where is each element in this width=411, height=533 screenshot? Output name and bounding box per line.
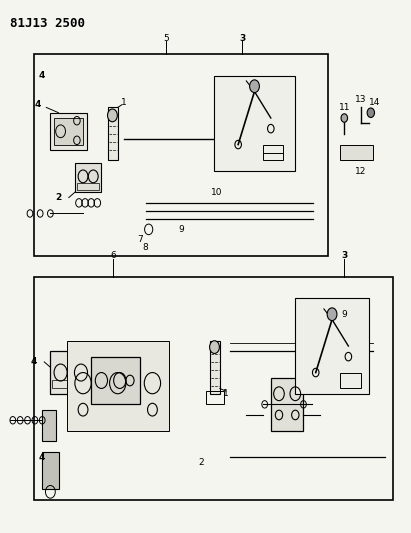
Bar — [75, 163, 102, 192]
Bar — [51, 113, 87, 150]
Text: 5: 5 — [164, 34, 169, 43]
Circle shape — [210, 341, 219, 353]
Text: 7: 7 — [137, 236, 143, 245]
Text: 14: 14 — [369, 98, 381, 107]
Bar — [34, 277, 393, 500]
Circle shape — [367, 108, 374, 117]
Bar — [51, 351, 91, 394]
Bar — [42, 452, 58, 489]
Text: 81J13 2500: 81J13 2500 — [9, 17, 85, 30]
Text: 2: 2 — [55, 193, 62, 202]
Text: 4: 4 — [35, 100, 42, 109]
Text: 10: 10 — [210, 188, 222, 197]
Text: 6: 6 — [110, 252, 116, 261]
Bar — [67, 341, 169, 431]
Text: 1: 1 — [121, 98, 127, 107]
Circle shape — [108, 109, 117, 122]
Text: 2: 2 — [199, 458, 204, 467]
Text: 11: 11 — [339, 103, 350, 112]
Text: 8: 8 — [143, 244, 149, 253]
Text: 9: 9 — [342, 310, 347, 319]
Bar — [206, 391, 224, 405]
Text: 13: 13 — [355, 95, 366, 104]
Bar — [108, 108, 118, 160]
Bar — [42, 410, 56, 441]
Bar — [296, 298, 369, 394]
Bar — [340, 373, 360, 389]
Text: 3: 3 — [341, 252, 347, 261]
Bar — [77, 183, 99, 190]
Bar — [271, 378, 303, 431]
Bar — [34, 54, 328, 256]
Bar — [340, 144, 373, 160]
Text: 1: 1 — [223, 389, 229, 398]
Text: 4: 4 — [31, 358, 37, 367]
Circle shape — [341, 114, 348, 122]
Bar — [91, 357, 140, 405]
Text: 9: 9 — [178, 225, 184, 234]
Text: 3: 3 — [239, 34, 245, 43]
Circle shape — [249, 80, 259, 93]
Text: 4: 4 — [39, 453, 45, 462]
Circle shape — [327, 308, 337, 320]
Text: 4: 4 — [39, 71, 45, 80]
Bar — [263, 144, 283, 160]
Bar — [53, 381, 89, 389]
Text: 12: 12 — [355, 166, 366, 175]
Bar — [214, 76, 296, 171]
Bar — [55, 118, 83, 144]
Bar — [210, 341, 220, 394]
